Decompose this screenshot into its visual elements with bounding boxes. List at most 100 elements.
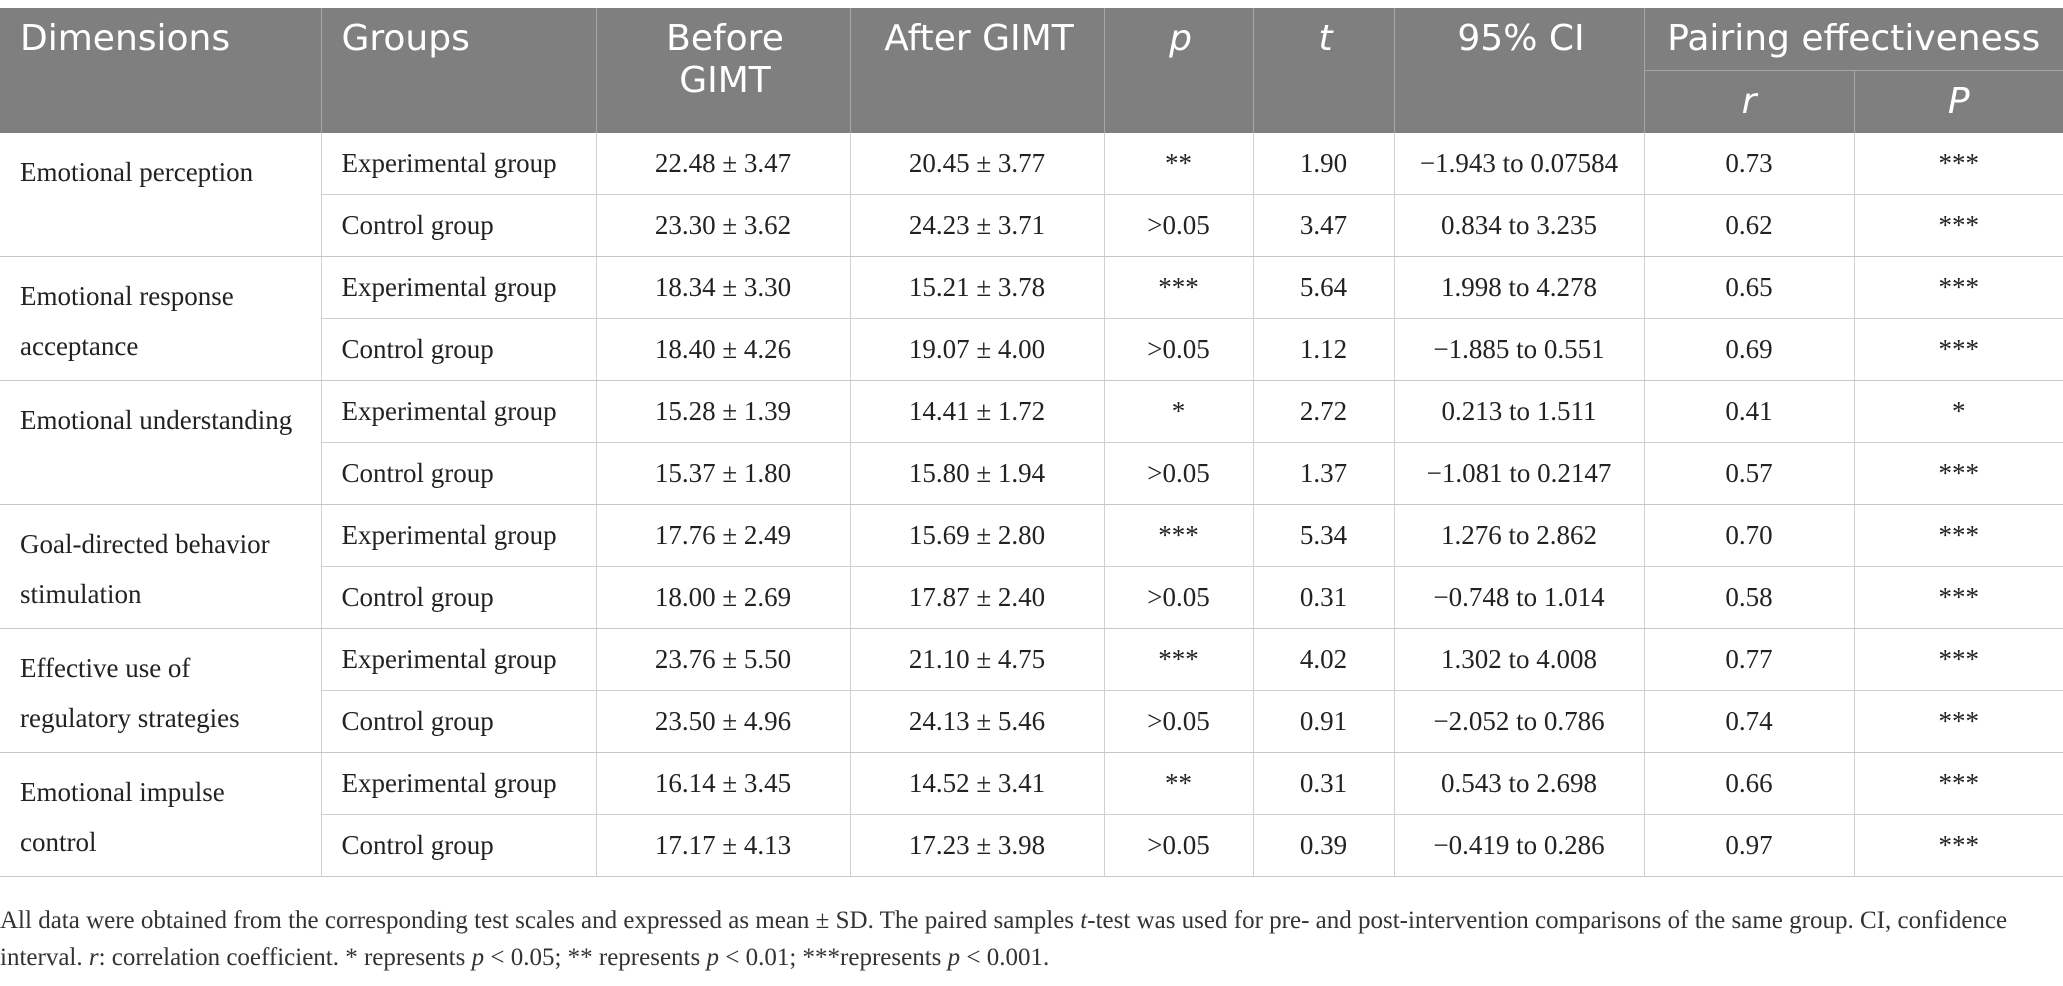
footnote-p3: p [947, 944, 961, 971]
t-cell: 5.34 [1253, 504, 1395, 567]
table-row: Emotional impulse control Experimental gr… [0, 752, 2063, 877]
table-row: Goal-directed behavior stimulation Experi… [0, 504, 2063, 629]
dimension-cell: Effective use of regulatory strategies [0, 628, 322, 753]
header-dimensions: Dimensions [0, 8, 322, 133]
header-p: p [1104, 8, 1254, 133]
after-cell: 20.45 ± 3.77 [850, 133, 1105, 195]
P-cell: *** [1854, 442, 2063, 505]
table-row: Effective use of regulatory strategies Ex… [0, 628, 2063, 753]
footnote-text-4: < 0.05; ** represents [484, 944, 707, 971]
after-cell: 19.07 ± 4.00 [850, 318, 1105, 381]
before-cell: 18.34 ± 3.30 [596, 256, 851, 319]
group-cell: Control group [321, 690, 597, 753]
dimension-cell: Goal-directed behavior stimulation [0, 504, 322, 629]
header-P: P [1854, 70, 2063, 133]
p-cell: ** [1104, 752, 1254, 815]
before-cell: 23.50 ± 4.96 [596, 690, 851, 753]
p-cell: *** [1104, 628, 1254, 691]
group-cell: Control group [321, 442, 597, 505]
ci-cell: −0.748 to 1.014 [1394, 566, 1645, 629]
table-row: Control group 18.00 ± 2.69 17.87 ± 2.40 >0.… [0, 566, 2063, 629]
after-cell: 14.52 ± 3.41 [850, 752, 1105, 815]
r-cell: 0.65 [1644, 256, 1855, 319]
t-cell: 4.02 [1253, 628, 1395, 691]
table-row: Control group 17.17 ± 4.13 17.23 ± 3.98 >0.… [0, 814, 2063, 877]
r-cell: 0.73 [1644, 133, 1855, 195]
r-cell: 0.77 [1644, 628, 1855, 691]
t-cell: 5.64 [1253, 256, 1395, 319]
t-cell: 0.31 [1253, 752, 1395, 815]
r-cell: 0.97 [1644, 814, 1855, 877]
after-cell: 24.13 ± 5.46 [850, 690, 1105, 753]
P-cell: *** [1854, 256, 2063, 319]
header-groups: Groups [321, 8, 597, 133]
t-cell: 1.90 [1253, 133, 1395, 195]
ci-cell: 1.276 to 2.862 [1394, 504, 1645, 567]
group-cell: Control group [321, 194, 597, 257]
header-r: r [1644, 70, 1855, 133]
before-cell: 17.76 ± 2.49 [596, 504, 851, 567]
P-cell: *** [1854, 628, 2063, 691]
p-cell: >0.05 [1104, 194, 1254, 257]
table-row: Control group 23.30 ± 3.62 24.23 ± 3.71 >0.… [0, 194, 2063, 257]
group-cell: Control group [321, 318, 597, 381]
footnote: All data were obtained from the correspo… [0, 902, 2040, 976]
header-t: t [1253, 8, 1395, 133]
before-cell: 15.37 ± 1.80 [596, 442, 851, 505]
footnote-t: t [1080, 907, 1088, 934]
P-cell: *** [1854, 318, 2063, 381]
t-cell: 1.12 [1253, 318, 1395, 381]
group-cell: Control group [321, 566, 597, 629]
after-cell: 17.23 ± 3.98 [850, 814, 1105, 877]
results-table: Dimensions Groups Before GIMT After GIMT… [0, 8, 2063, 877]
group-cell: Experimental group [321, 133, 597, 195]
ci-cell: −0.419 to 0.286 [1394, 814, 1645, 877]
p-cell: * [1104, 380, 1254, 443]
footnote-text-1: All data were obtained from the correspo… [0, 907, 1081, 934]
dimension-cell: Emotional response acceptance [0, 256, 322, 381]
footnote-p1: p [471, 944, 485, 971]
before-cell: 16.14 ± 3.45 [596, 752, 851, 815]
group-cell: Control group [321, 814, 597, 877]
r-cell: 0.70 [1644, 504, 1855, 567]
footnote-text-6: < 0.001. [960, 944, 1050, 971]
P-cell: *** [1854, 814, 2063, 877]
group-cell: Experimental group [321, 628, 597, 691]
r-cell: 0.62 [1644, 194, 1855, 257]
table-row: Emotional response acceptance Experimenta… [0, 256, 2063, 381]
r-cell: 0.66 [1644, 752, 1855, 815]
t-cell: 3.47 [1253, 194, 1395, 257]
before-cell: 23.30 ± 3.62 [596, 194, 851, 257]
ci-cell: −1.943 to 0.07584 [1394, 133, 1645, 195]
r-cell: 0.58 [1644, 566, 1855, 629]
footnote-p2: p [706, 944, 719, 971]
ci-cell: 0.213 to 1.511 [1394, 380, 1645, 443]
P-cell: * [1854, 380, 2063, 443]
p-cell: *** [1104, 256, 1254, 319]
ci-cell: −2.052 to 0.786 [1394, 690, 1645, 753]
ci-cell: 0.834 to 3.235 [1394, 194, 1645, 257]
table-row: Control group 23.50 ± 4.96 24.13 ± 5.46 >0.… [0, 690, 2063, 753]
r-cell: 0.74 [1644, 690, 1855, 753]
ci-cell: −1.885 to 0.551 [1394, 318, 1645, 381]
after-cell: 24.23 ± 3.71 [850, 194, 1105, 257]
group-cell: Experimental group [321, 752, 597, 815]
header-before: Before GIMT [596, 8, 851, 133]
ci-cell: −1.081 to 0.2147 [1394, 442, 1645, 505]
table-body: Emotional perception Experimental group 22… [0, 133, 2063, 877]
table-row: Control group 15.37 ± 1.80 15.80 ± 1.94 >0.… [0, 442, 2063, 505]
group-cell: Experimental group [321, 504, 597, 567]
r-cell: 0.57 [1644, 442, 1855, 505]
after-cell: 17.87 ± 2.40 [850, 566, 1105, 629]
footnote-r: r [88, 944, 99, 971]
p-cell: >0.05 [1104, 442, 1254, 505]
P-cell: *** [1854, 690, 2063, 753]
p-cell: ** [1104, 133, 1254, 195]
P-cell: *** [1854, 566, 2063, 629]
after-cell: 15.69 ± 2.80 [850, 504, 1105, 567]
header-row: Dimensions Groups Before GIMT After GIMT… [0, 8, 2063, 133]
after-cell: 21.10 ± 4.75 [850, 628, 1105, 691]
footnote-text-3: : correlation coefficient. * represents [98, 944, 472, 971]
dimension-cell: Emotional impulse control [0, 752, 322, 877]
ci-cell: 0.543 to 2.698 [1394, 752, 1645, 815]
